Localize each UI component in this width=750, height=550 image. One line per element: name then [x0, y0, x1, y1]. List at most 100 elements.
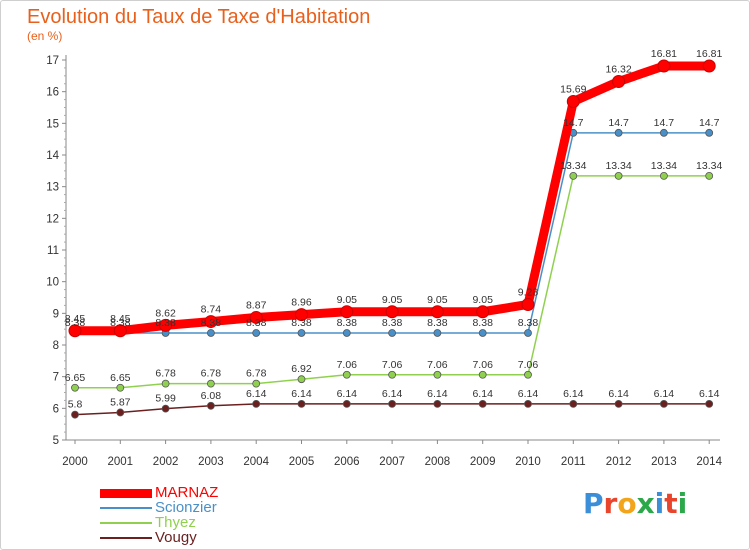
- data-label-thyez: 6.65: [65, 372, 86, 384]
- data-label-vougy: 5.8: [68, 399, 83, 411]
- data-point-scionzier: [297, 329, 306, 337]
- data-label-marnaz: 16.81: [651, 48, 677, 60]
- y-axis-unit: (en %): [27, 29, 63, 43]
- data-label-vougy: 6.14: [699, 388, 720, 400]
- x-tick-label: 2012: [606, 456, 632, 468]
- y-tick-label: 16: [46, 87, 59, 99]
- data-point-vougy: [116, 408, 125, 417]
- data-point-marnaz: [204, 315, 218, 329]
- data-point-marnaz: [612, 75, 626, 89]
- x-tick-label: 2005: [289, 456, 315, 468]
- data-label-thyez: 7.06: [427, 359, 448, 371]
- y-tick-label: 9: [53, 308, 59, 320]
- data-point-marnaz: [521, 297, 535, 311]
- legend-item-marnaz: MARNAZ: [100, 485, 300, 501]
- data-point-vougy: [433, 399, 442, 408]
- data-label-marnaz: 8.45: [65, 313, 86, 325]
- data-point-marnaz: [159, 318, 173, 332]
- data-label-vougy: 6.14: [291, 388, 312, 400]
- data-label-vougy: 5.99: [155, 393, 176, 405]
- y-tick-label: 17: [46, 55, 59, 67]
- data-label-scionzier: 14.7: [563, 117, 584, 129]
- data-label-thyez: 13.34: [651, 160, 677, 172]
- data-label-scionzier: 8.38: [110, 317, 131, 329]
- data-label-thyez: 6.92: [291, 363, 312, 375]
- data-label-scionzier: 8.38: [382, 317, 403, 329]
- data-point-thyez: [388, 370, 397, 379]
- data-point-scionzier: [614, 128, 623, 137]
- data-point-marnaz: [340, 305, 354, 319]
- data-point-marnaz: [657, 59, 671, 73]
- data-label-marnaz: 16.81: [696, 48, 722, 60]
- legend-label: Thyez: [155, 514, 196, 531]
- data-point-scionzier: [705, 128, 714, 137]
- data-label-vougy: 6.14: [337, 388, 358, 400]
- data-point-vougy: [660, 399, 668, 408]
- data-point-vougy: [161, 404, 170, 413]
- data-point-marnaz: [385, 305, 399, 319]
- data-label-marnaz: 15.69: [560, 83, 586, 95]
- data-label-marnaz: 9.28: [518, 286, 539, 298]
- data-label-thyez: 7.06: [518, 359, 539, 371]
- data-label-marnaz: 8.74: [201, 304, 222, 316]
- x-tick-label: 2004: [243, 456, 269, 468]
- data-point-vougy: [569, 399, 578, 408]
- y-tick-label: 7: [53, 372, 59, 384]
- data-label-vougy: 6.14: [654, 388, 675, 400]
- data-point-thyez: [614, 171, 623, 180]
- data-label-vougy: 6.08: [201, 390, 222, 402]
- data-label-vougy: 6.14: [563, 388, 584, 400]
- y-tick-label: 5: [53, 435, 59, 447]
- y-tick-label: 10: [46, 277, 59, 289]
- data-point-vougy: [342, 399, 351, 408]
- data-point-marnaz: [566, 94, 580, 108]
- data-point-thyez: [705, 171, 714, 180]
- data-label-vougy: 6.14: [472, 388, 493, 400]
- legend-swatch: [100, 507, 152, 509]
- data-point-thyez: [206, 379, 215, 388]
- data-label-thyez: 6.65: [110, 372, 131, 384]
- data-label-thyez: 6.78: [246, 368, 267, 380]
- x-tick-label: 2001: [108, 456, 134, 468]
- x-tick-label: 2002: [153, 456, 179, 468]
- legend-item-thyez: Thyez: [100, 515, 300, 531]
- data-label-vougy: 6.14: [518, 388, 539, 400]
- data-point-thyez: [660, 171, 668, 180]
- data-point-thyez: [161, 379, 170, 388]
- y-tick-label: 6: [53, 403, 59, 415]
- data-point-thyez: [297, 375, 306, 384]
- legend-label: Vougy: [155, 529, 197, 546]
- data-point-vougy: [252, 399, 261, 408]
- data-point-marnaz: [68, 324, 82, 338]
- chart-title: Evolution du Taux de Taxe d'Habitation: [27, 6, 371, 28]
- data-label-scionzier: 14.7: [654, 117, 675, 129]
- data-point-thyez: [342, 370, 351, 379]
- x-tick-label: 2014: [696, 456, 722, 468]
- x-tick-label: 2013: [651, 456, 677, 468]
- series-line-marnaz: [75, 61, 710, 336]
- data-label-scionzier: 14.7: [699, 117, 720, 129]
- data-label-scionzier: 8.38: [427, 317, 448, 329]
- data-point-vougy: [524, 399, 532, 408]
- proxiti-logo: Proxiti: [583, 487, 688, 520]
- data-point-thyez: [116, 383, 125, 392]
- y-tick-label: 14: [46, 150, 59, 162]
- data-point-marnaz: [430, 305, 444, 319]
- data-point-thyez: [252, 379, 261, 388]
- data-label-marnaz: 8.96: [291, 297, 312, 309]
- data-label-scionzier: 8.38: [201, 317, 222, 329]
- data-label-thyez: 6.78: [201, 368, 222, 380]
- data-label-marnaz: 16.32: [605, 64, 631, 76]
- data-point-vougy: [71, 410, 79, 419]
- data-label-marnaz: 8.62: [155, 307, 176, 319]
- data-point-scionzier: [478, 329, 487, 337]
- legend-swatch: [100, 488, 152, 498]
- data-label-marnaz: 9.05: [427, 294, 448, 306]
- data-point-marnaz: [476, 305, 490, 319]
- data-label-scionzier: 8.38: [472, 317, 493, 329]
- data-point-vougy: [297, 399, 306, 408]
- legend-swatch: [100, 537, 152, 539]
- data-label-vougy: 6.14: [246, 388, 267, 400]
- data-label-scionzier: 8.38: [291, 317, 312, 329]
